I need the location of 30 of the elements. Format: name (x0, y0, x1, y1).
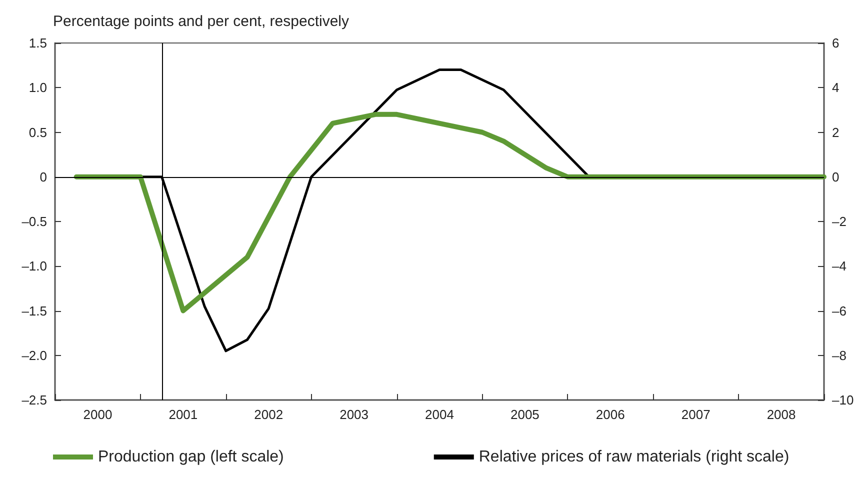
y-tick-label: –1.0 (22, 258, 47, 274)
y2-tick-label: 4 (832, 80, 840, 96)
x-tick-label: 2007 (681, 407, 710, 422)
y2-tick-label: –10 (832, 392, 854, 408)
y2-tick-label: –8 (832, 348, 846, 363)
x-tick-label: 2000 (83, 407, 112, 422)
y-tick-label: 1.5 (28, 36, 47, 50)
y-tick-label: –1.5 (22, 303, 47, 318)
x-tick-label: 2004 (425, 407, 454, 422)
y2-tick-label: 0 (832, 169, 840, 184)
y-tick-label: 0.5 (28, 124, 47, 140)
y2-tick-label: –4 (832, 258, 846, 274)
y-tick-label: –2.5 (22, 392, 47, 408)
x-tick-label: 2001 (168, 407, 198, 422)
legend-label: Production gap (left scale) (98, 448, 284, 466)
y2-tick-label: –6 (832, 303, 846, 318)
y-tick-label: –2.0 (22, 348, 47, 363)
y-tick-label: 1.0 (28, 80, 47, 96)
x-tick-label: 2002 (254, 407, 284, 422)
x-tick-label: 2003 (340, 407, 369, 422)
x-tick-label: 2008 (766, 407, 796, 422)
x-tick-label: 2006 (596, 407, 625, 422)
y-tick-label: –0.5 (22, 214, 47, 229)
x-tick-label: 2005 (510, 407, 540, 422)
legend-label: Relative prices of raw materials (right scale) (478, 448, 790, 466)
y-axis-title: Percentage points and per cent, respectively (53, 13, 350, 30)
y2-tick-label: 6 (832, 36, 840, 50)
y2-tick-label: –2 (832, 214, 846, 229)
y2-tick-label: 2 (832, 124, 840, 140)
y-tick-label: 0 (40, 169, 47, 184)
